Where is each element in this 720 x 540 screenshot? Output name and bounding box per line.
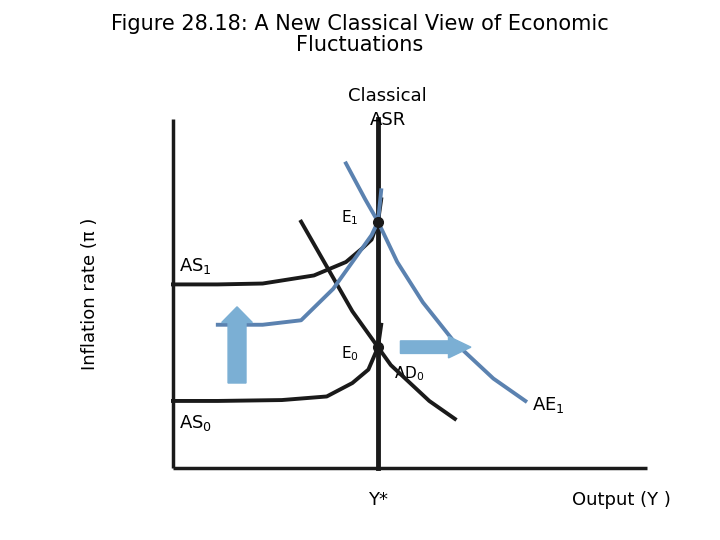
Text: E$_1$: E$_1$ xyxy=(341,208,359,227)
Text: AS$_0$: AS$_0$ xyxy=(179,413,212,434)
FancyArrow shape xyxy=(400,336,471,358)
Text: Y*: Y* xyxy=(368,490,388,509)
Text: Figure 28.18: A New Classical View of Economic: Figure 28.18: A New Classical View of Ec… xyxy=(111,14,609,33)
Text: AD$_0$: AD$_0$ xyxy=(394,364,425,383)
Text: Output (Y ): Output (Y ) xyxy=(572,490,671,509)
Text: E$_0$: E$_0$ xyxy=(341,345,359,363)
FancyArrow shape xyxy=(222,307,253,383)
Text: AS$_1$: AS$_1$ xyxy=(179,256,212,276)
Text: Classical
ASR: Classical ASR xyxy=(348,87,427,129)
Text: AE$_1$: AE$_1$ xyxy=(532,395,564,415)
Text: Inflation rate (π ): Inflation rate (π ) xyxy=(81,217,99,369)
Text: Fluctuations: Fluctuations xyxy=(297,35,423,55)
